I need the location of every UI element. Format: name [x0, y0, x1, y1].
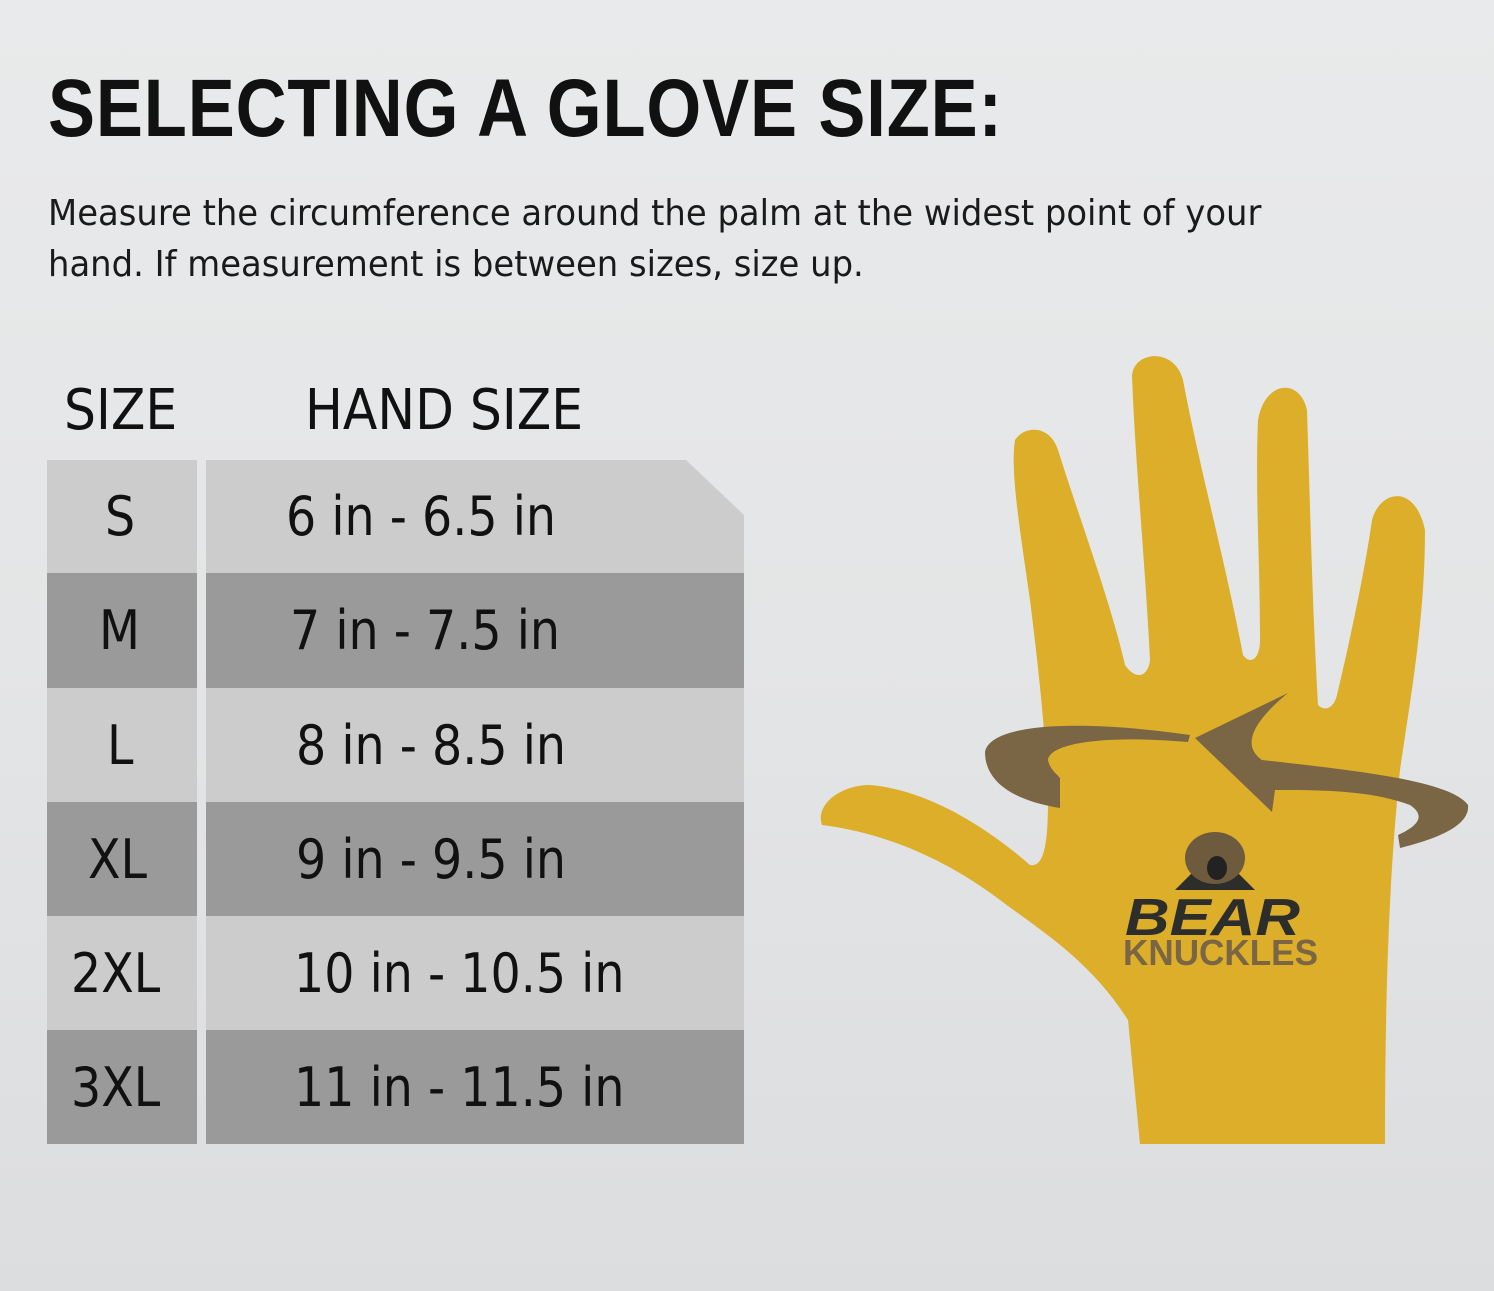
instructions-text: Measure the circumference around the pal… — [48, 193, 1262, 285]
size-label: S — [104, 485, 136, 548]
logo-line2: KNUCKLES — [1123, 932, 1318, 973]
hand-size-value: 10 in - 10.5 in — [294, 941, 625, 1005]
hand-size-cell: 11 in - 11.5 in — [206, 1030, 744, 1144]
size-label: 2XL — [71, 941, 161, 1005]
size-label: M — [98, 599, 140, 662]
size-label: 3XL — [71, 1055, 161, 1119]
measuring-arrow-head — [1195, 693, 1469, 848]
hand-size-cell: 6 in - 6.5 in — [206, 460, 744, 573]
size-label: XL — [88, 827, 148, 891]
hand-size-cell: 8 in - 8.5 in — [206, 688, 744, 802]
logo-line1: BEAR — [1125, 889, 1301, 947]
header-size: SIZE — [64, 378, 178, 443]
hand-size-cell: 9 in - 9.5 in — [206, 802, 744, 916]
size-cell: 3XL — [47, 1030, 197, 1144]
bear-knuckles-logo: BEAR KNUCKLES — [1123, 832, 1318, 973]
size-cell: XL — [47, 802, 197, 916]
size-cell: M — [47, 573, 197, 688]
measuring-arrow-left-curl — [985, 725, 1190, 808]
size-cell: S — [47, 460, 197, 573]
size-label: L — [106, 713, 134, 777]
hand-size-cell: 7 in - 7.5 in — [206, 573, 744, 688]
hand-shape — [820, 356, 1425, 1144]
header-hand-size: HAND SIZE — [305, 378, 584, 443]
hand-size-cell: 10 in - 10.5 in — [206, 916, 744, 1030]
hand-size-value: 9 in - 9.5 in — [296, 827, 567, 891]
hand-size-value: 8 in - 8.5 in — [296, 713, 567, 777]
page-title: SELECTING A GLOVE SIZE: — [48, 63, 1003, 154]
hand-size-value: 7 in - 7.5 in — [290, 599, 561, 662]
size-cell: 2XL — [47, 916, 197, 1030]
hand-size-value: 6 in - 6.5 in — [286, 485, 557, 548]
size-cell: L — [47, 688, 197, 802]
hand-size-value: 11 in - 11.5 in — [294, 1055, 625, 1119]
